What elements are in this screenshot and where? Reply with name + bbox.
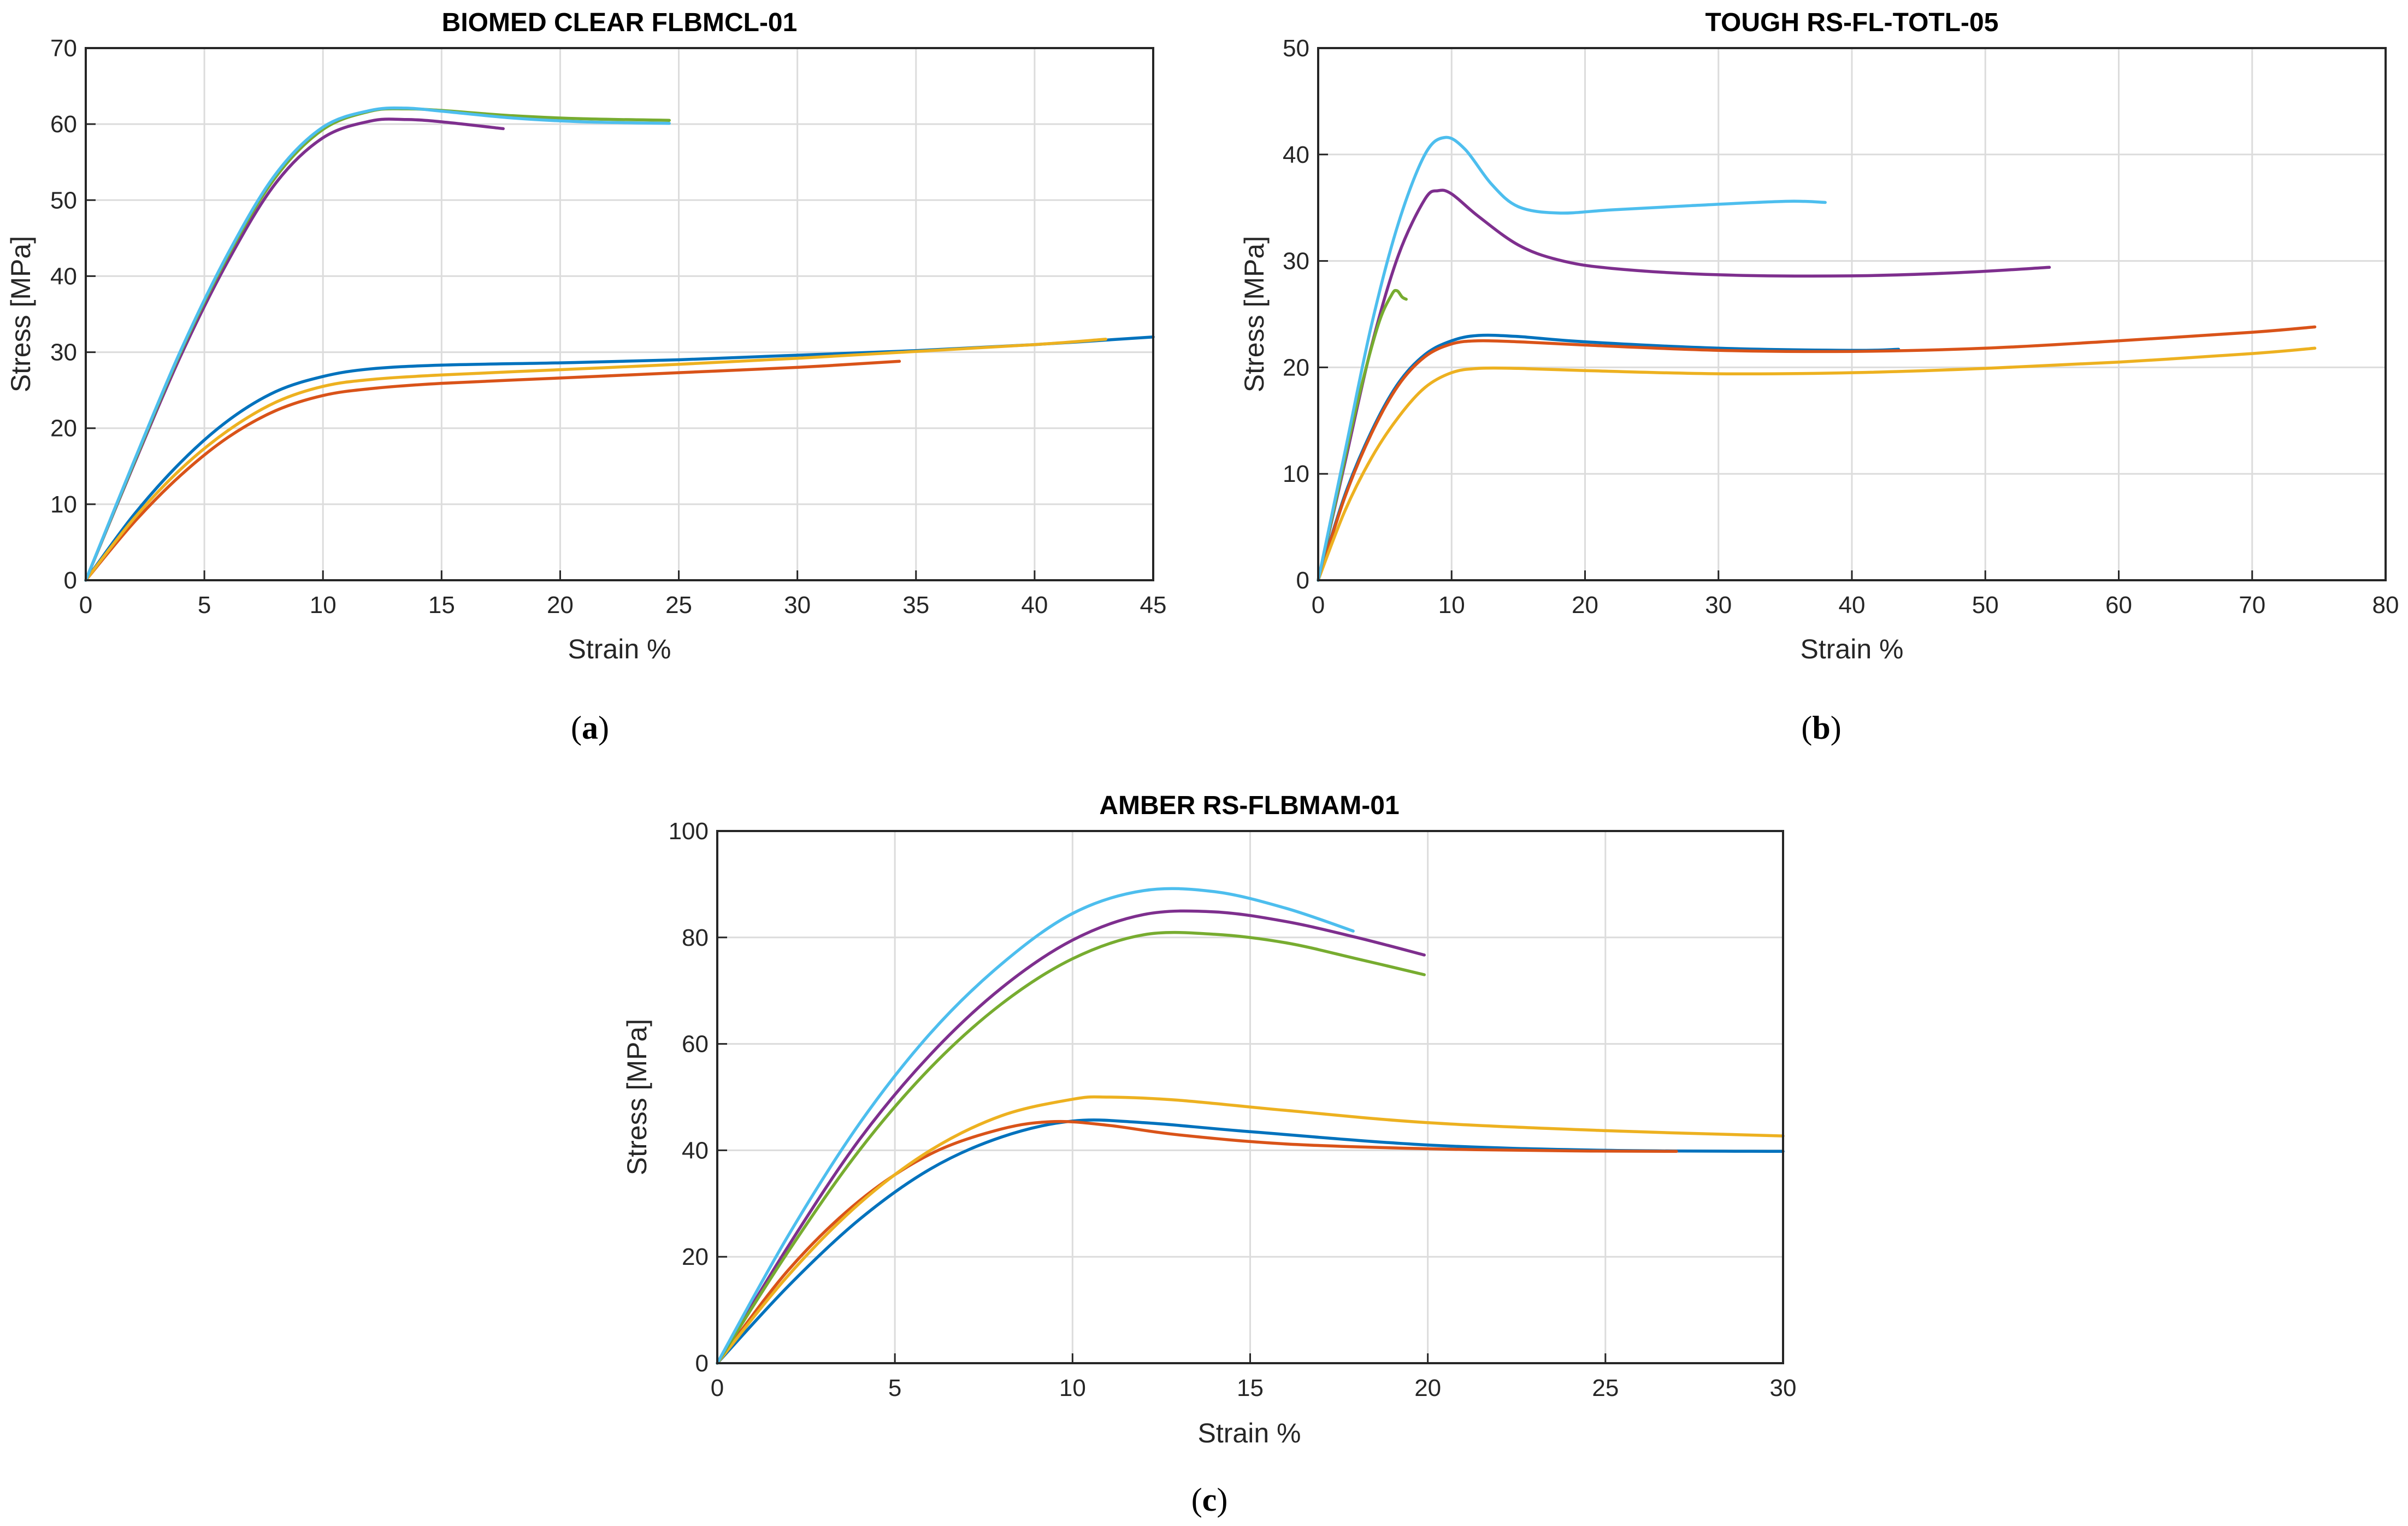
- x-tick-label: 20: [547, 592, 574, 618]
- y-tick-label: 60: [682, 1031, 709, 1058]
- x-tick-label: 25: [665, 592, 692, 618]
- x-tick-label: 20: [1414, 1375, 1441, 1401]
- chart-panel-b: 0 10 20 30 40 50 60 70 80 0 10 20 30 40 50 TOUGH RS-FL…: [1239, 8, 2399, 746]
- panel-label-close: ): [1217, 1482, 1227, 1518]
- y-tick-label: 40: [682, 1137, 709, 1164]
- y-tick-label: 10: [1283, 461, 1309, 487]
- series-line-green: [84, 107, 671, 582]
- y-tick-label: 50: [1283, 35, 1309, 62]
- y-tick-label: 0: [695, 1350, 709, 1377]
- chart-panel-a: 0 5 10 15 20 25 30 35 40 45 0 10 20 30 40 50 60 70 BIOMED…: [5, 8, 1166, 746]
- grid: [1318, 48, 2386, 580]
- series-line-purple: [84, 117, 505, 582]
- y-tick-label: 20: [682, 1244, 709, 1270]
- x-tick-label: 5: [198, 592, 211, 618]
- panel-label-close: ): [598, 710, 609, 746]
- y-axis-label: Stress [MPa]: [622, 1019, 652, 1175]
- y-tick-label: 10: [50, 491, 77, 518]
- x-tick-label: 15: [428, 592, 455, 618]
- series-line-light-blue: [716, 887, 1355, 1365]
- x-tick-label: 30: [1705, 592, 1732, 618]
- y-tick-label: 30: [50, 339, 77, 366]
- tick-group: 0 5 10 15 20 25 30 0 20 40 60 80 100: [669, 818, 1797, 1401]
- grid: [86, 48, 1153, 580]
- x-tick-label: 30: [1770, 1375, 1797, 1401]
- panel-label-open: (: [1801, 710, 1812, 746]
- panel-label-letter: b: [1812, 710, 1830, 746]
- x-tick-label: 80: [2372, 592, 2399, 618]
- x-tick-label: 20: [1572, 592, 1598, 618]
- x-axis-label: Strain %: [1198, 1418, 1301, 1448]
- panel-label: (a): [571, 710, 609, 746]
- chart-title: AMBER RS-FLBMAM-01: [1099, 791, 1399, 820]
- y-tick-label: 80: [682, 924, 709, 951]
- x-tick-label: 0: [79, 592, 92, 618]
- x-tick-label: 60: [2105, 592, 2132, 618]
- y-tick-label: 70: [50, 35, 77, 62]
- x-tick-label: 50: [1972, 592, 1999, 618]
- series-line-green: [716, 930, 1426, 1365]
- y-tick-label: 20: [50, 415, 77, 442]
- panel-label-letter: c: [1202, 1482, 1217, 1518]
- series-line-orange: [1317, 325, 2317, 582]
- chart-title: TOUGH RS-FL-TOTL-05: [1705, 8, 1999, 37]
- panel-label: (c): [1191, 1482, 1228, 1518]
- y-tick-label: 0: [1296, 567, 1309, 594]
- panel-label-open: (: [1191, 1482, 1202, 1518]
- panel-label-close: ): [1831, 710, 1842, 746]
- series-line-light-blue: [84, 106, 671, 582]
- series-line-purple: [716, 909, 1426, 1365]
- x-tick-label: 40: [1021, 592, 1048, 618]
- y-tick-label: 40: [1283, 142, 1309, 168]
- y-tick-label: 40: [50, 263, 77, 290]
- y-tick-label: 60: [50, 111, 77, 138]
- x-tick-label: 15: [1237, 1375, 1264, 1401]
- panel-label-letter: a: [582, 710, 598, 746]
- x-tick-label: 35: [902, 592, 929, 618]
- y-tick-label: 50: [50, 187, 77, 214]
- y-tick-label: 30: [1283, 248, 1309, 275]
- x-tick-label: 0: [711, 1375, 724, 1401]
- y-axis-label: Stress [MPa]: [1239, 236, 1270, 392]
- y-tick-label: 100: [669, 818, 709, 845]
- chart-title: BIOMED CLEAR FLBMCL-01: [442, 8, 798, 37]
- series-line-blue: [84, 335, 1155, 582]
- y-axis-label: Stress [MPa]: [5, 236, 36, 392]
- series-group: [716, 887, 1785, 1365]
- panel-label-open: (: [571, 710, 582, 746]
- x-tick-label: 10: [310, 592, 337, 618]
- series-line-yellow: [84, 338, 1107, 582]
- series-line-light-blue: [1317, 135, 1827, 582]
- x-tick-label: 30: [784, 592, 811, 618]
- x-tick-label: 5: [888, 1375, 901, 1401]
- x-tick-label: 25: [1592, 1375, 1619, 1401]
- plot-frame: [85, 47, 1154, 581]
- series-group: [84, 106, 1155, 582]
- series-line-orange: [84, 360, 901, 582]
- x-axis-label: Strain %: [1801, 634, 1904, 664]
- chart-panel-c: 0 5 10 15 20 25 30 0 20 40 60 80 100 AMBER RS-FLBMAM…: [622, 791, 1796, 1518]
- x-axis-label: Strain %: [568, 634, 671, 664]
- series-group: [1317, 135, 2317, 582]
- y-tick-label: 0: [64, 567, 77, 594]
- x-tick-label: 70: [2239, 592, 2265, 618]
- y-tick-label: 20: [1283, 354, 1309, 381]
- x-tick-label: 0: [1312, 592, 1325, 618]
- x-tick-label: 45: [1140, 592, 1167, 618]
- tick-group: 0 10 20 30 40 50 60 70 80 0 10 20 30 40 50: [1283, 35, 2399, 618]
- x-tick-label: 10: [1438, 592, 1465, 618]
- series-line-yellow: [1317, 346, 2317, 582]
- series-line-yellow: [716, 1095, 1785, 1365]
- x-tick-label: 40: [1839, 592, 1866, 618]
- tick-group: 0 5 10 15 20 25 30 35 40 45 0 10 20 30 40 50 60 70: [50, 35, 1166, 618]
- panel-label: (b): [1801, 710, 1841, 746]
- series-line-orange: [716, 1120, 1678, 1365]
- x-tick-label: 10: [1059, 1375, 1086, 1401]
